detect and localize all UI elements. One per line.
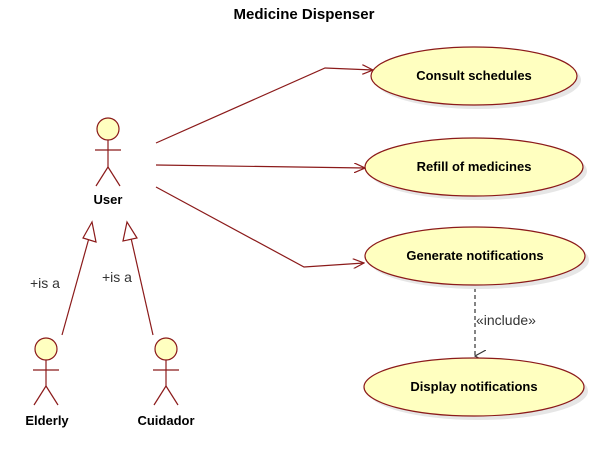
association-user-refill — [155, 165, 365, 168]
association-user-generate — [155, 186, 364, 267]
include-label: «include» — [476, 312, 536, 328]
actor-cuidador-icon — [153, 337, 179, 406]
association-user-consult — [155, 68, 373, 144]
generalization-elderly-user — [61, 220, 97, 336]
usecase-refill-medicines: Refill of medicines — [364, 137, 587, 200]
diagram-title: Medicine Dispenser — [234, 6, 375, 23]
actor-elderly-label: Elderly — [25, 413, 69, 428]
usecase-consult-label: Consult schedules — [416, 68, 532, 83]
usecase-display-notifications: Display notifications — [363, 357, 588, 420]
elderly-is-a-label: +is a — [30, 275, 60, 291]
actor-cuidador-label: Cuidador — [137, 413, 194, 428]
actor-user-icon — [95, 117, 121, 187]
cuidador-is-a-label: +is a — [102, 269, 132, 285]
usecase-generate-label: Generate notifications — [406, 248, 543, 263]
generalization-cuidador-user — [122, 220, 154, 336]
usecase-display-label: Display notifications — [410, 379, 537, 394]
actor-elderly-icon — [33, 337, 59, 406]
usecase-generate-notifications: Generate notifications — [364, 226, 589, 289]
usecase-refill-label: Refill of medicines — [417, 159, 532, 174]
usecase-consult-schedules: Consult schedules — [370, 46, 581, 109]
actor-user-label: User — [94, 192, 123, 207]
